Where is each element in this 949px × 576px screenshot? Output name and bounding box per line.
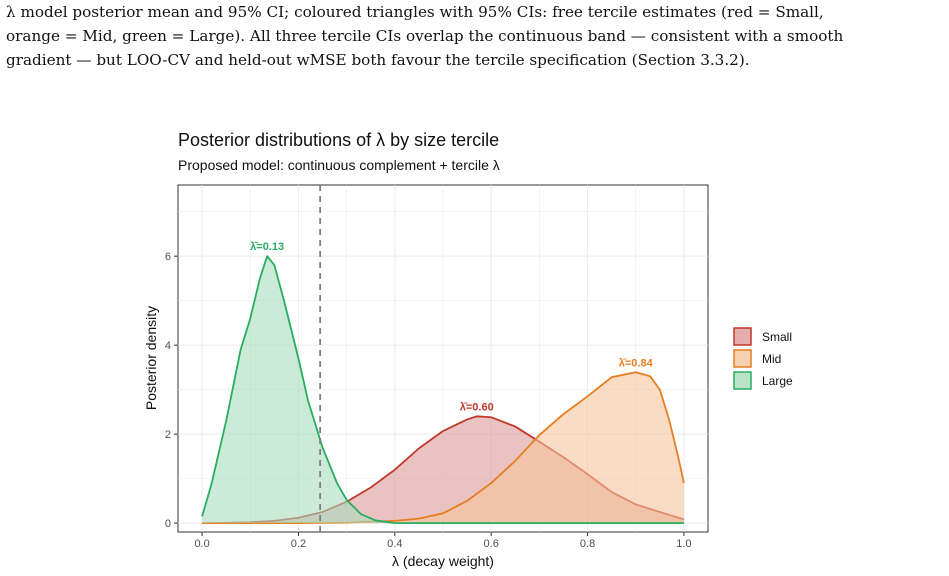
y-tick-label: 6 — [165, 251, 171, 263]
y-axis-title: Posterior density — [143, 306, 159, 410]
y-tick-label: 4 — [165, 340, 171, 352]
x-axis-ticks: 0.0 0.2 0.4 0.6 0.8 1.0 — [194, 532, 692, 550]
x-tick-label: 0.6 — [484, 538, 499, 550]
density-areas — [201, 255, 685, 525]
legend-key-large — [733, 371, 752, 390]
chart-title: Posterior distributions of λ by size ter… — [178, 130, 499, 150]
legend-label-large: Large — [762, 374, 793, 388]
y-tick-label: 0 — [165, 518, 171, 530]
x-tick-label: 0.4 — [387, 538, 402, 550]
mode-label-large: λ̄=0.13 — [250, 241, 284, 253]
legend-label-small: Small — [762, 330, 792, 344]
x-tick-label: 1.0 — [676, 538, 691, 550]
density-area-large — [202, 256, 684, 524]
mode-label-mid: λ̄=0.84 — [619, 357, 654, 369]
caption-line: λ model posterior mean and 95% CI; colou… — [6, 3, 824, 21]
x-axis-title: λ (decay weight) — [392, 553, 494, 569]
legend-key-mid — [733, 349, 752, 368]
legend-key-small — [733, 327, 752, 346]
legend-label-mid: Mid — [762, 352, 781, 366]
y-axis-ticks: 0 2 4 6 — [165, 251, 178, 530]
density-line-large — [201, 255, 684, 525]
mode-labels: λ̄=0.60 λ̄=0.84 λ̄=0.13 — [250, 241, 653, 413]
mode-label-small: λ̄=0.60 — [460, 401, 494, 413]
y-tick-label: 2 — [165, 429, 171, 441]
caption-line: orange = Mid, green = Large). All three … — [6, 27, 844, 45]
caption-line: gradient — but LOO-CV and held-out wMSE … — [6, 51, 750, 69]
x-tick-label: 0.2 — [291, 538, 306, 550]
density-area-mid — [202, 372, 684, 524]
chart-subtitle: Proposed model: continuous complement + … — [178, 157, 500, 173]
x-tick-label: 0.8 — [580, 538, 595, 550]
x-tick-label: 0.0 — [194, 538, 209, 550]
figure-caption: λ model posterior mean and 95% CI; colou… — [6, 0, 946, 72]
legend: Small Mid Large — [733, 327, 793, 390]
